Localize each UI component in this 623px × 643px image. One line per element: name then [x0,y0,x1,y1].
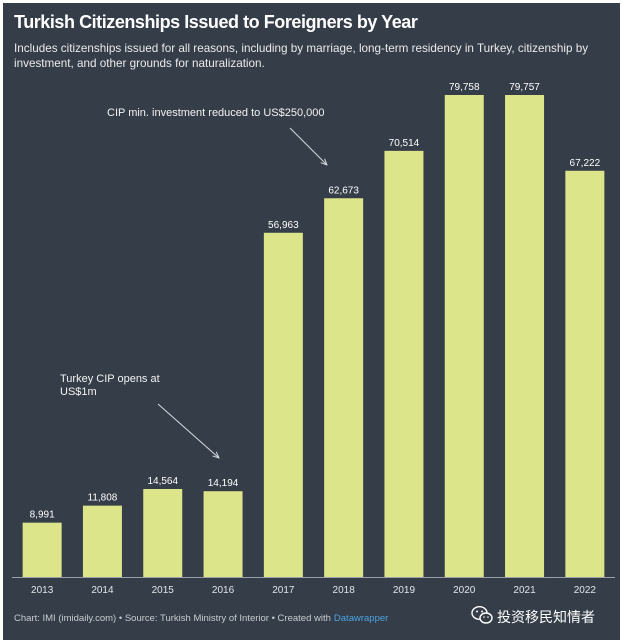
datawrapper-link[interactable]: Datawrapper [333,613,389,624]
data-label-2022: 67,222 [570,158,601,169]
bar-2022 [565,170,605,577]
data-labels-group: 8,991 11,808 14,564 14,194 56,963 62,673 70,51… [30,82,601,521]
x-tick-label-2019: 2019 [393,585,416,596]
x-tick-label-2017: 2017 [272,585,295,596]
x-tick-label-2016: 2016 [212,585,235,596]
data-label-2015: 14,564 [147,476,178,487]
annotation-cip-opens: Turkey CIP opens at US$1m [60,373,160,398]
data-label-2017: 56,963 [268,220,299,231]
x-tick-label-2022: 2022 [574,585,597,596]
x-tick-label-2021: 2021 [513,585,536,596]
data-label-2018: 62,673 [328,185,359,196]
x-tick-label-2015: 2015 [152,585,175,596]
annotation-arrow-investment-reduced [289,127,327,165]
chart-footer: Chart: IMI (imidaily.com) • Source: Turk… [14,613,388,625]
x-tick-label-2018: 2018 [333,585,356,596]
annotation-arrow-cip-opens [157,403,219,458]
chart-subtitle: Includes citizenships issued for all rea… [14,42,589,70]
x-axis-tick-labels: 2013 2014 2015 2016 2017 2018 2019 2020 2021 2022 [31,585,596,596]
x-tick-label-2014: 2014 [91,585,114,596]
data-label-2013: 8,991 [30,510,55,521]
bar-2015 [143,488,183,577]
x-tick-label-2020: 2020 [453,585,476,596]
bar-2014 [82,505,122,577]
bars-group [22,95,605,578]
bar-2019 [384,150,424,578]
data-label-2014: 11,808 [88,493,118,504]
bar-2020 [444,95,484,577]
annotation-investment-reduced: CIP min. investment reduced to US$250,00… [107,107,325,119]
data-label-2021: 79,757 [509,82,540,93]
footer-credit: Chart: IMI (imidaily.com) • Source: Turk… [14,613,331,624]
bar-2017 [263,232,303,577]
bar-2013 [22,522,62,577]
wechat-icon [471,605,493,630]
data-label-2020: 79,758 [449,82,480,93]
watermark: 投资移民知情者 [471,605,595,630]
bar-2021 [505,95,545,577]
bar-2016 [203,491,243,577]
chart-title: Turkish Citizenships Issued to Foreigner… [14,12,418,32]
bar-2018 [324,198,364,577]
data-label-2019: 70,514 [389,138,420,149]
watermark-text: 投资移民知情者 [497,609,595,625]
data-label-2016: 14,194 [208,478,239,489]
x-tick-label-2013: 2013 [31,585,54,596]
